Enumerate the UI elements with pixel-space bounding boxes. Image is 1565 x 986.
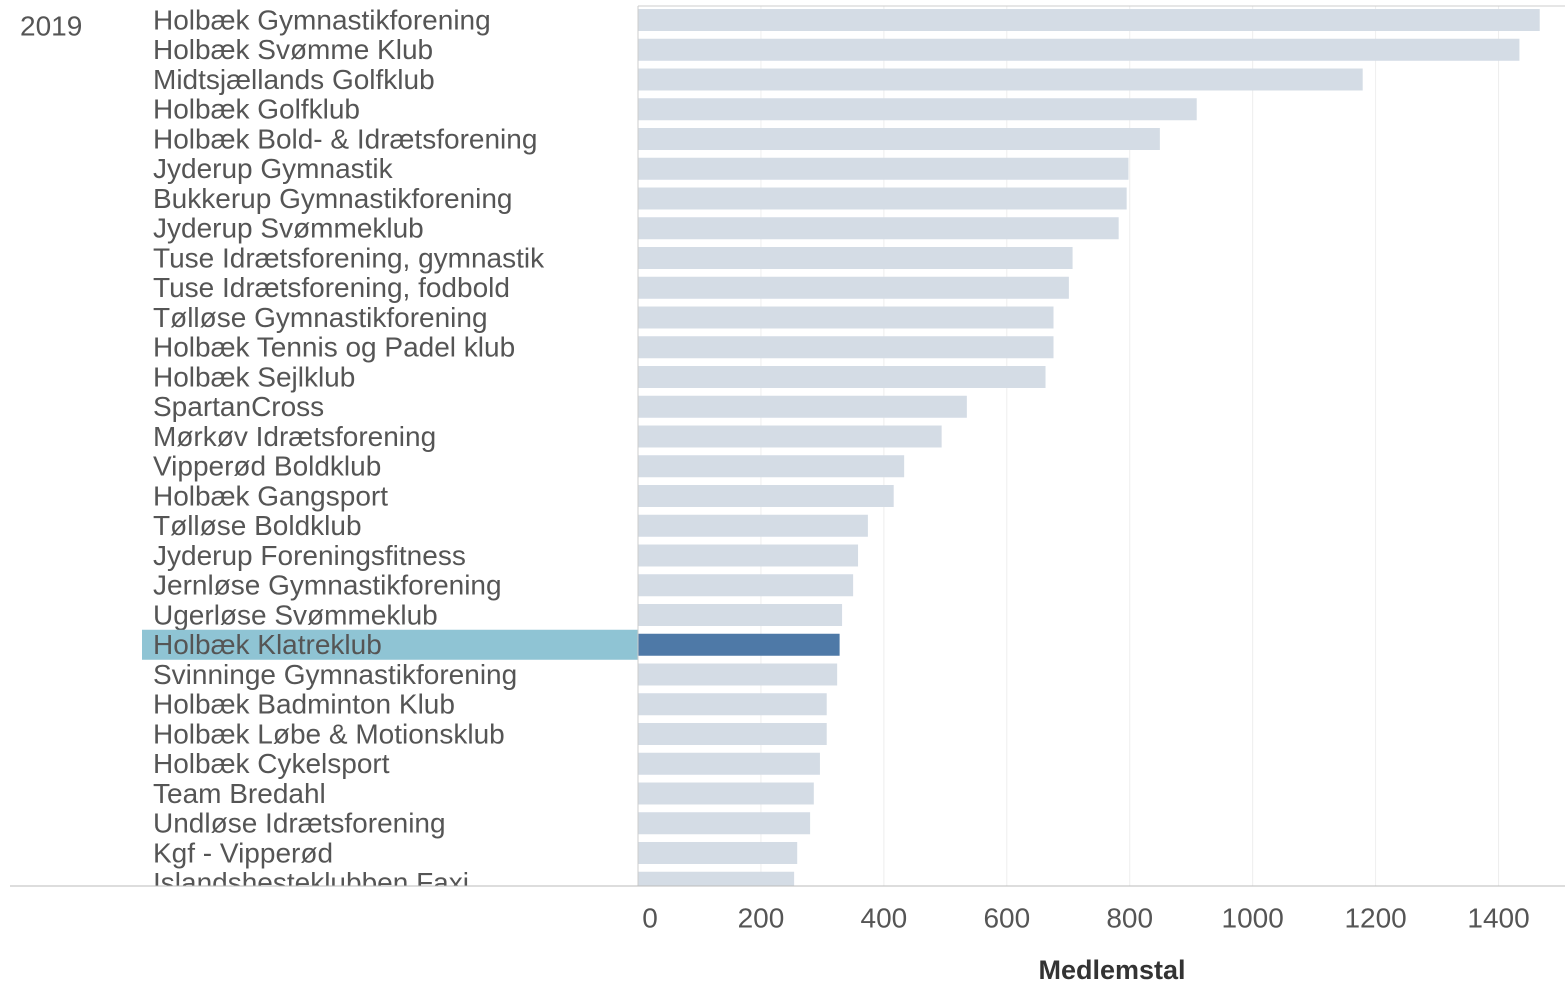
y-tick-label: Tuse Idrætsforening, fodbold bbox=[153, 272, 510, 303]
y-tick-label: Kgf - Vipperød bbox=[153, 837, 333, 868]
bar bbox=[638, 485, 894, 507]
bar bbox=[638, 693, 827, 716]
bar bbox=[638, 187, 1127, 210]
y-tick-label: Holbæk Bold- & Idrætsforening bbox=[153, 123, 537, 154]
y-tick-label: Mørkøv Idrætsforening bbox=[153, 421, 436, 452]
x-tick-label: 1400 bbox=[1467, 902, 1529, 933]
y-tick-label: Undløse Idrætsforening bbox=[153, 808, 446, 839]
x-tick-label: 1000 bbox=[1222, 902, 1284, 933]
bar bbox=[638, 68, 1363, 91]
bar bbox=[638, 9, 1540, 31]
y-tick-label: Bukkerup Gymnastikforening bbox=[153, 183, 513, 214]
y-tick-label: Holbæk Svømme Klub bbox=[153, 34, 433, 65]
y-tick-label: Holbæk Tennis og Padel klub bbox=[153, 332, 515, 363]
bar bbox=[638, 812, 811, 835]
y-tick-label: Islandshesteklubben Faxi bbox=[153, 867, 469, 898]
y-tick-label: Holbæk Løbe & Motionsklub bbox=[153, 718, 505, 749]
y-tick-label: Ugerløse Svømmeklub bbox=[153, 599, 438, 630]
bar bbox=[638, 395, 967, 418]
x-tick-label: 600 bbox=[983, 902, 1030, 933]
bar bbox=[638, 128, 1160, 150]
y-tick-label: Holbæk Gangsport bbox=[153, 480, 388, 511]
y-tick-label: Midtsjællands Golfklub bbox=[153, 64, 435, 95]
y-tick-label: Jernløse Gymnastikforening bbox=[153, 570, 502, 601]
bar bbox=[638, 336, 1054, 359]
bar bbox=[638, 544, 859, 567]
y-tick-label: Tølløse Boldklub bbox=[153, 510, 362, 541]
bar bbox=[638, 514, 868, 537]
y-tick-label: Tølløse Gymnastikforening bbox=[153, 302, 488, 333]
y-tick-label: Jyderup Foreningsfitness bbox=[153, 540, 466, 571]
y-tick-label: Holbæk Sejlklub bbox=[153, 361, 355, 392]
bar bbox=[638, 366, 1046, 388]
x-tick-label: 200 bbox=[738, 902, 785, 933]
bar bbox=[638, 455, 905, 478]
bar bbox=[638, 663, 838, 686]
bar bbox=[638, 98, 1197, 121]
bar bbox=[638, 157, 1129, 180]
y-tick-label: Team Bredahl bbox=[153, 778, 326, 809]
bar bbox=[638, 871, 795, 886]
y-tick-label: Tuse Idrætsforening, gymnastik bbox=[153, 242, 545, 273]
bar bbox=[638, 782, 814, 805]
bar bbox=[638, 842, 798, 864]
y-tick-label: Holbæk Badminton Klub bbox=[153, 689, 455, 720]
x-tick-label: 1200 bbox=[1344, 902, 1406, 933]
y-tick-label: SpartanCross bbox=[153, 391, 324, 422]
y-tick-label: Jyderup Gymnastik bbox=[153, 153, 394, 184]
x-tick-label: 800 bbox=[1106, 902, 1153, 933]
bar bbox=[638, 276, 1069, 299]
y-tick-label: Holbæk Gymnastikforening bbox=[153, 4, 491, 35]
y-tick-label: Jyderup Svømmeklub bbox=[153, 213, 424, 244]
bar bbox=[638, 633, 840, 656]
y-tick-label: Holbæk Golfklub bbox=[153, 94, 360, 125]
highlight-band bbox=[142, 629, 638, 660]
bar bbox=[638, 38, 1520, 61]
y-tick-label: Holbæk Klatreklub bbox=[153, 629, 382, 660]
y-tick-label: Holbæk Cykelsport bbox=[153, 748, 390, 779]
x-tick-label: 0 bbox=[642, 902, 658, 933]
bar bbox=[638, 217, 1119, 240]
bar bbox=[638, 425, 942, 448]
y-tick-label: Svinninge Gymnastikforening bbox=[153, 659, 517, 690]
bar bbox=[638, 752, 820, 775]
x-axis-title: Medlemstal bbox=[1038, 955, 1185, 985]
y-tick-label: Vipperød Boldklub bbox=[153, 451, 381, 482]
bar bbox=[638, 306, 1054, 329]
bar bbox=[638, 723, 827, 745]
bar bbox=[638, 247, 1073, 269]
bar bbox=[638, 604, 843, 626]
facet-label: 2019 bbox=[20, 10, 82, 41]
bar bbox=[638, 574, 854, 597]
x-tick-label: 400 bbox=[861, 902, 908, 933]
